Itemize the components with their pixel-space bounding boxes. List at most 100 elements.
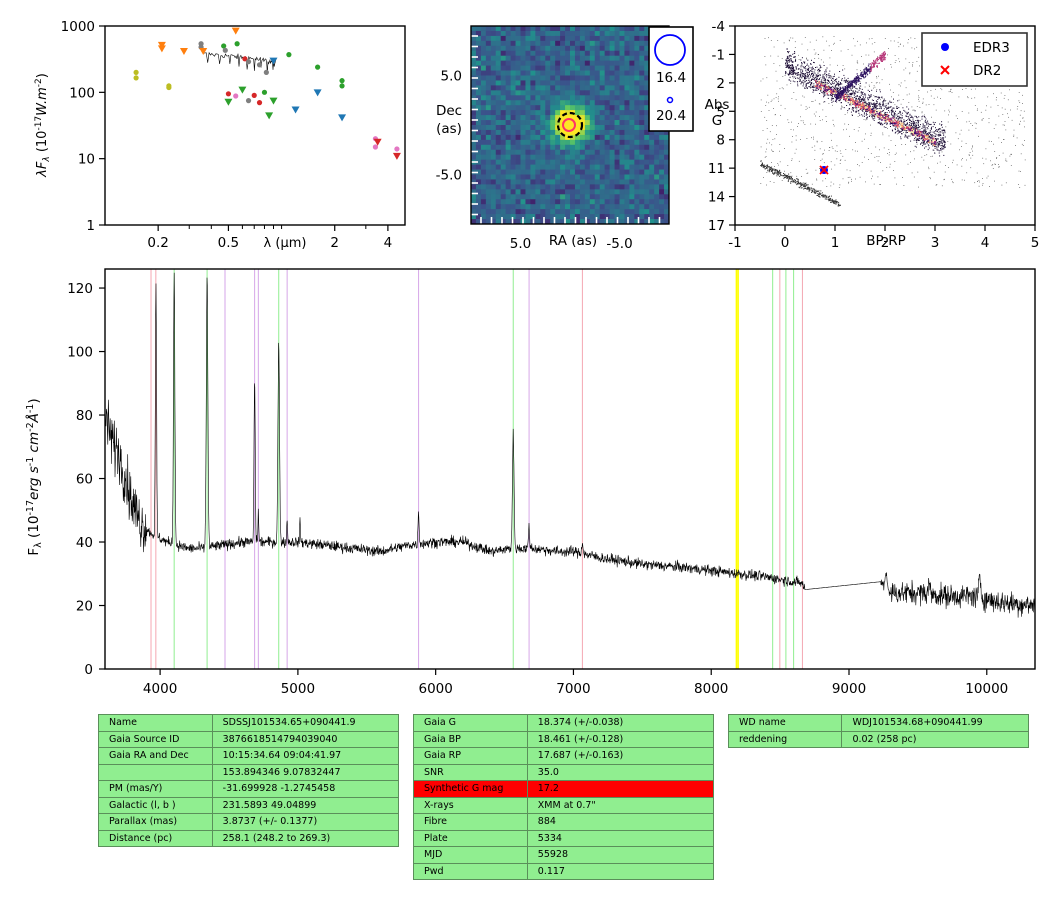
spectrum-ylabel-erg: erg s	[26, 466, 42, 500]
sed-point	[251, 92, 257, 98]
sed-point	[339, 83, 345, 89]
spectrum-xtick-label: 8000	[694, 681, 728, 697]
hr-legend-edr3-label: EDR3	[973, 40, 1010, 56]
sed-point	[225, 91, 232, 97]
mag-legend-label-faint: 20.4	[656, 108, 686, 124]
spectrum-xtick-label: 7000	[556, 681, 590, 697]
sed-ylabel-sub: λ	[42, 156, 52, 162]
table-cell-value: 17.687 (+/-0.163)	[526, 747, 715, 765]
table-cell-value: 55928	[526, 846, 715, 864]
hr-xtick-label: 0	[781, 235, 790, 251]
table-cell-key: Pwd	[413, 862, 528, 880]
hr-ytick-label: 17	[708, 218, 725, 234]
table-cell-value: 18.461 (+/-0.128)	[526, 730, 715, 748]
table-cell-value: SDSSJ101534.65+090441.9	[211, 714, 400, 732]
spectrum-frame	[104, 268, 1036, 670]
table-cell-value: 17.2	[526, 780, 715, 798]
sed-point	[315, 64, 321, 70]
sed-point	[233, 93, 239, 99]
table-cell-key: MJD	[413, 846, 528, 864]
info-table-left: Name SDSSJ101534.65+090441.9 Gaia Source I…	[98, 714, 400, 847]
table-row: 153.894346 9.07832447	[98, 763, 400, 781]
image-pixels	[471, 26, 670, 225]
table-row: Galactic (l, b ) 231.5893 49.04899	[98, 796, 400, 814]
table-cell-key: Galactic (l, b )	[98, 796, 213, 814]
image-ylabel-dec: Dec	[436, 103, 462, 119]
hr-xtick-label: 3	[931, 235, 940, 251]
table-cell-value: 153.894346 9.07832447	[211, 763, 400, 781]
spectrum-ytick-label: 120	[67, 281, 93, 297]
sed-xtick-label: 0.2	[147, 235, 168, 251]
table-cell-value: 5334	[526, 829, 715, 847]
table-cell-key: Gaia RA and Dec	[98, 747, 213, 765]
sed-point	[133, 69, 139, 75]
table-row: Fibre 884	[413, 813, 715, 831]
sed-point	[339, 78, 345, 84]
spectrum-ylabel-angstrom: Å	[25, 413, 42, 423]
table-row: Gaia RA and Dec 10:15:34.64 09:04:41.97	[98, 747, 400, 765]
table-cell-value: 0.02 (258 pc)	[841, 730, 1029, 748]
table-cell-key: Gaia Source ID	[98, 730, 213, 748]
hr-ytick-label: -4	[712, 19, 725, 35]
hr-xtick-label: 1	[831, 235, 840, 251]
sed-point	[256, 62, 263, 68]
sed-ylabel-exp: -17	[34, 116, 44, 131]
table-row: X-rays XMM at 0.7"	[413, 796, 715, 814]
sed-xtick-label: 0.5	[218, 235, 239, 251]
table-cell-key: Name	[98, 714, 213, 732]
table-cell-key	[98, 763, 213, 781]
sed-point	[286, 52, 292, 58]
table-cell-key: Distance (pc)	[98, 829, 213, 847]
table-cell-value: XMM at 0.7"	[526, 796, 715, 814]
mag-legend-big-circle	[654, 34, 686, 66]
spectrum-xtick-label: 6000	[418, 681, 452, 697]
sed-upper-limit	[157, 41, 166, 49]
table-row: MJD 55928	[413, 846, 715, 864]
spectrum-ytick-label: 60	[76, 472, 93, 488]
table-cell-value: 231.5893 49.04899	[211, 796, 400, 814]
spectrum-plot: 4000 5000 6000 7000 8000 9000 10000 0 20 40 60 80 10…	[25, 268, 1036, 697]
table-row: SNR 35.0	[413, 763, 715, 781]
table-row: Gaia G 18.374 (+/-0.038)	[413, 714, 715, 732]
table-row: Gaia RP 17.687 (+/-0.163)	[413, 747, 715, 765]
table-cell-key: Synthetic G mag	[413, 780, 528, 798]
hr-frame	[734, 25, 1036, 226]
hr-ytick-label: 11	[708, 161, 725, 177]
spectrum-ylabel-exp1: -17	[25, 500, 36, 516]
table-row: reddening 0.02 (258 pc)	[727, 730, 1029, 748]
image-xlabel: RA (as)	[549, 233, 597, 249]
spectrum-ylabel-exp3: -2	[25, 422, 36, 431]
hr-xtick-label: 2	[881, 235, 890, 251]
sed-ytick-label: 1	[86, 218, 95, 234]
sed-point	[242, 56, 248, 62]
table-row: Gaia BP 18.461 (+/-0.128)	[413, 730, 715, 748]
sed-point	[133, 75, 139, 81]
spectrum-line-markers	[150, 269, 803, 669]
sed-upper-limit	[313, 89, 322, 97]
spectrum-xtick-label: 5000	[281, 681, 315, 697]
sed-point	[261, 89, 268, 95]
image-ytick-label: 5.0	[441, 69, 462, 85]
table-cell-key: Plate	[413, 829, 528, 847]
spectrum-ylabel-exp4: -1	[25, 404, 36, 413]
spectrum-ytick-label: 80	[76, 408, 93, 424]
target-circle-dr2	[562, 118, 576, 132]
hr-ylabel-abs: Abs	[705, 97, 730, 113]
hr-xtick-label: -1	[728, 235, 741, 251]
table-cell-key: Fibre	[413, 813, 528, 831]
sed-upper-limit	[157, 45, 166, 53]
sed-point	[222, 47, 228, 53]
table-cell-value: 3.8737 (+/- 0.1377)	[211, 813, 400, 831]
hr-ytick-label: 8	[716, 133, 725, 149]
sed-point	[234, 41, 240, 47]
table-cell-value: WDJ101534.68+090441.99	[841, 714, 1029, 732]
table-row: Parallax (mas) 3.8737 (+/- 0.1377)	[98, 813, 400, 831]
sed-upper-limit	[338, 114, 347, 122]
sed-ylabel-unit: W.m	[35, 87, 50, 116]
hr-legend-dr2-label: DR2	[973, 63, 1001, 79]
hr-legend-edr3-marker	[941, 43, 949, 51]
sed-upper-limit	[291, 106, 300, 114]
image-xtick-label: -5.0	[606, 236, 632, 252]
table-cell-key: Gaia G	[413, 714, 528, 732]
image-ticks: 5.0 -5.0 5.0 -5.0	[436, 35, 671, 252]
